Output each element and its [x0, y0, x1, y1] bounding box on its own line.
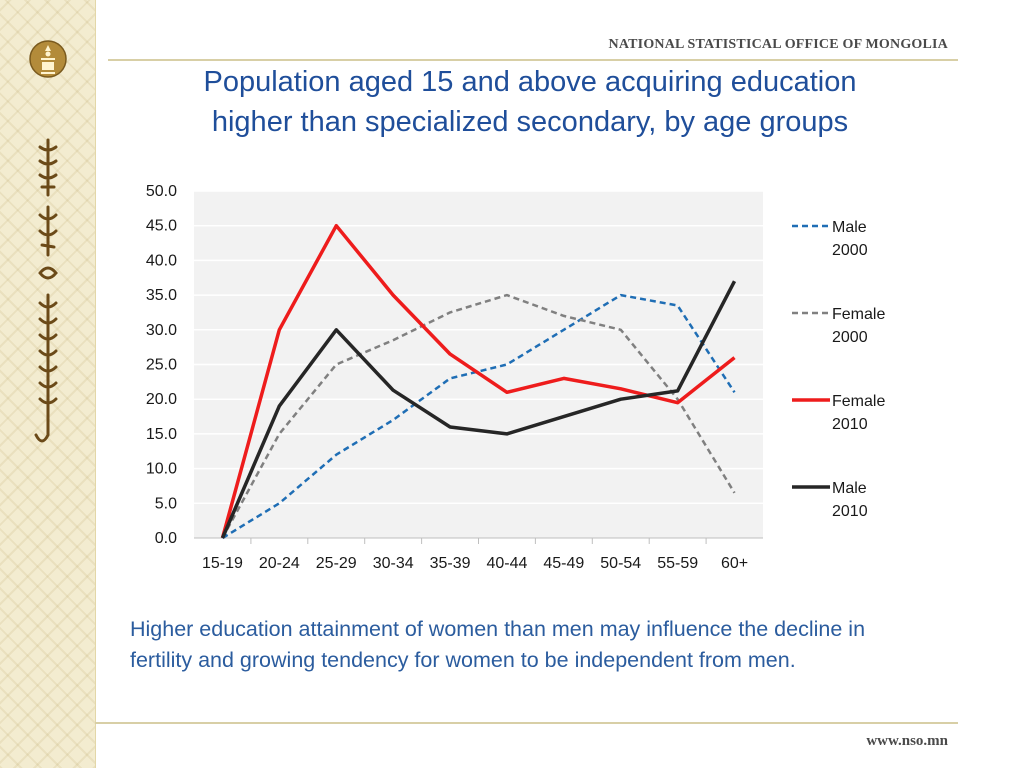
x-tick-label: 60+	[721, 555, 748, 572]
header-divider	[108, 59, 958, 61]
x-tick-label: 55-59	[657, 555, 698, 572]
y-tick-label: 40.0	[146, 252, 177, 269]
series-line-3	[220, 280, 737, 539]
legend-label-year: 2010	[832, 416, 868, 433]
legend-label-year: 2000	[832, 329, 868, 346]
legend-label: Female	[832, 393, 885, 410]
x-tick-label: 50-54	[600, 555, 641, 572]
title-line-2: higher than specialized secondary, by ag…	[211, 106, 849, 138]
agency-name: NATIONAL STATISTICAL OFFICE OF MONGOLIA	[608, 37, 948, 52]
y-tick-label: 20.0	[146, 391, 177, 408]
y-tick-label: 50.0	[146, 183, 177, 200]
legend-label-year: 2000	[832, 242, 868, 259]
series-line-1	[221, 293, 736, 539]
slide-title: Population aged 15 and above acquiring e…	[110, 62, 950, 142]
y-tick-label: 15.0	[146, 426, 177, 443]
series-line-0	[221, 293, 736, 540]
y-tick-label: 45.0	[146, 218, 177, 235]
caption-text: Higher education attainment of women tha…	[130, 617, 866, 672]
footer-divider	[95, 722, 958, 724]
y-tick-label: 30.0	[146, 322, 177, 339]
legend-label: Male	[832, 480, 867, 497]
y-tick-label: 25.0	[146, 357, 177, 374]
vertical-mongolian-script-icon	[34, 138, 58, 443]
y-tick-label: 10.0	[146, 461, 177, 478]
legend-label-year: 2010	[832, 503, 868, 520]
x-tick-label: 35-39	[430, 555, 471, 572]
legend-label: Female	[832, 306, 885, 323]
footer-url: www.nso.mn	[866, 733, 948, 749]
x-tick-label: 40-44	[486, 555, 527, 572]
x-tick-label: 25-29	[316, 555, 357, 572]
y-tick-label: 0.0	[155, 530, 177, 547]
legend-label: Male	[832, 219, 867, 236]
soyombo-emblem-icon	[29, 40, 67, 78]
title-line-1: Population aged 15 and above acquiring e…	[203, 66, 857, 98]
decorative-side-band	[0, 0, 96, 768]
x-tick-label: 30-34	[373, 555, 414, 572]
x-tick-label: 45-49	[543, 555, 584, 572]
y-tick-label: 35.0	[146, 287, 177, 304]
x-tick-label: 15-19	[202, 555, 243, 572]
line-chart: 0.0 5.0 10.0 15.0 20.0 25.0 30.0 35.0 40.0 45.0 50…	[146, 183, 886, 572]
x-tick-label: 20-24	[259, 555, 300, 572]
y-tick-label: 5.0	[155, 495, 177, 512]
